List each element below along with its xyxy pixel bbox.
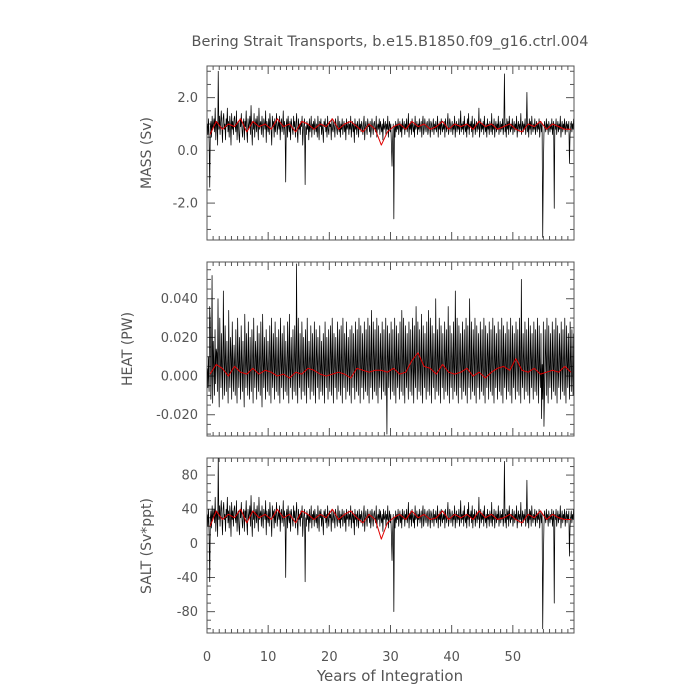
ylabel-mass: MASS (Sv)	[139, 117, 155, 189]
xtick-label: 20	[321, 650, 338, 665]
xtick-label: 30	[382, 650, 399, 665]
heat-ytick-label: 0.020	[161, 331, 198, 346]
heat-panel: 0.040 0.020 0.000 -0.020	[156, 261, 575, 437]
mass-panel: 2.0 0.0 -2.0	[173, 65, 575, 241]
salt-annual-series-line	[209, 508, 571, 540]
xtick-label: 50	[505, 650, 522, 665]
salt-ytick-label: 80	[181, 469, 198, 484]
salt-ytick-label: 40	[181, 503, 198, 518]
xlabel: Years of Integration	[316, 667, 463, 685]
mass-annual-series-line	[209, 118, 571, 146]
heat-ytick-label: 0.000	[161, 370, 198, 385]
ylabel-salt: SALT (Sv*ppt)	[139, 498, 155, 594]
salt-panel: 80 40 0 -40 -80 0 10 20 30 40 50	[177, 457, 575, 665]
ylabel-heat: HEAT (PW)	[120, 312, 136, 386]
heat-ytick-label: 0.040	[161, 292, 198, 307]
heat-annual-series-line	[209, 352, 572, 379]
salt-ytick-label: 0	[190, 537, 198, 552]
salt-monthly-series-line	[207, 458, 574, 630]
chart-title: Bering Strait Transports, b.e15.B1850.f0…	[192, 34, 589, 50]
xtick-label: 0	[203, 650, 211, 665]
heat-monthly-series-line	[207, 263, 574, 435]
salt-ytick-label: -80	[177, 605, 198, 620]
mass-ytick-label: 2.0	[177, 91, 198, 106]
heat-ytick-label: -0.020	[156, 408, 198, 423]
xtick-label: 10	[260, 650, 277, 665]
mass-ytick-label: -2.0	[173, 197, 198, 212]
salt-ytick-label: -40	[177, 571, 198, 586]
mass-ytick-label: 0.0	[177, 144, 198, 159]
xtick-label: 40	[443, 650, 460, 665]
